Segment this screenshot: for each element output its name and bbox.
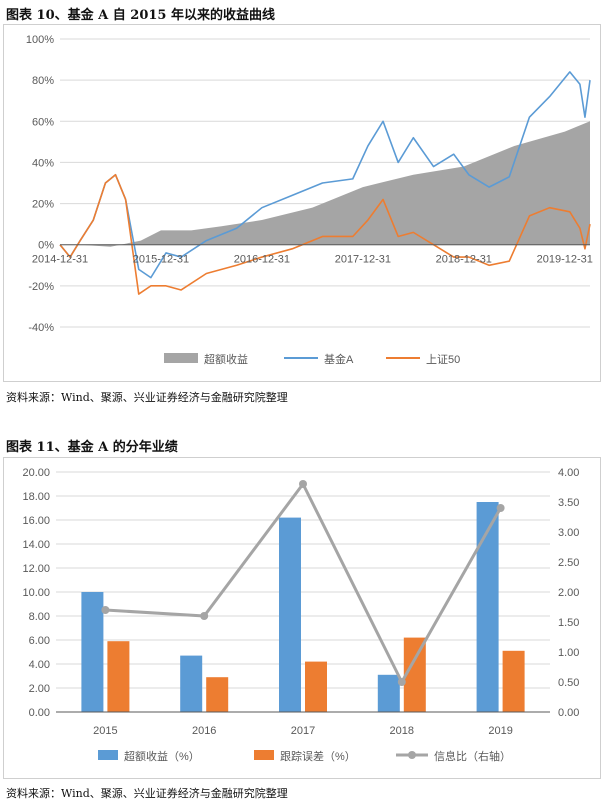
x-tick-label: 2017 — [291, 725, 315, 737]
x-tick-label: 2019-12-31 — [537, 254, 593, 266]
figure1-title: 图表 10、基金 A 自 2015 年以来的收益曲线 — [6, 8, 275, 23]
y-tick-label: 80% — [32, 75, 54, 87]
y-tick-label: 20.00 — [22, 467, 50, 479]
chart2-svg: 20.00 18.00 16.00 14.00 12.00 10.00 8.00 6.00 4.… — [22, 467, 579, 763]
legend-label-info-ratio: 信息比（右轴） — [434, 749, 511, 763]
y-tick-label: 2.00 — [29, 683, 50, 695]
y2-tick-label: 1.50 — [558, 617, 579, 629]
figure2-source: 资料来源：Wind、聚源、兴业证券经济与金融研究院整理 — [6, 787, 288, 800]
chart1-svg: 100% 80% 60% 40% 20% 0% -20% -40% 2014-12-31 2015… — [26, 34, 593, 366]
info-ratio-line — [105, 482, 502, 684]
x-tick-label: 2014-12-31 — [32, 254, 88, 266]
excess-return-bar — [180, 655, 203, 712]
excess-return-area — [60, 121, 590, 247]
y-tick-label: 12.00 — [22, 563, 50, 575]
legend-swatch-excess — [164, 353, 198, 363]
excess-return-bar — [476, 502, 499, 712]
info-ratio-point — [101, 606, 110, 614]
y2-tick-label: 3.50 — [558, 497, 579, 509]
figure2-title: 图表 11、基金 A 的分年业绩 — [6, 440, 178, 455]
chart2-frame: 20.00 18.00 16.00 14.00 12.00 10.00 8.00 6.00 4.… — [3, 457, 601, 779]
x-tick-label: 2018-12-31 — [436, 254, 492, 266]
legend-label-tracking: 跟踪误差（%） — [280, 749, 356, 763]
legend-swatch-excess — [98, 750, 118, 760]
y-tick-label: -40% — [28, 322, 54, 334]
y-tick-label: 0.00 — [29, 707, 50, 719]
legend-label-sse50: 上证50 — [426, 353, 460, 366]
excess-return-bar — [81, 592, 104, 712]
tracking-error-bar — [502, 650, 525, 712]
x-tick-label: 2016 — [192, 725, 216, 737]
y-tick-label: 0% — [38, 240, 54, 252]
info-ratio-point — [496, 504, 505, 512]
y-tick-label: 20% — [32, 199, 54, 211]
y2-tick-label: 1.00 — [558, 647, 579, 659]
tracking-error-bar — [107, 641, 130, 712]
y2-tick-label: 2.50 — [558, 557, 579, 569]
excess-return-bar — [377, 674, 400, 712]
chart1-frame: 100% 80% 60% 40% 20% 0% -20% -40% 2014-12-31 2015… — [3, 24, 601, 382]
y2-tick-label: 3.00 — [558, 527, 579, 539]
y-tick-label: 100% — [26, 34, 54, 46]
x-tick-label: 2015-12-31 — [133, 254, 189, 266]
info-ratio-point — [397, 678, 406, 686]
y-tick-label: 14.00 — [22, 539, 50, 551]
y2-tick-label: 0.50 — [558, 677, 579, 689]
y2-tick-label: 4.00 — [558, 467, 579, 479]
y-tick-label: 60% — [32, 116, 54, 128]
legend-marker-info-ratio — [408, 751, 416, 759]
x-tick-label: 2017-12-31 — [335, 254, 391, 266]
fund-a-line — [59, 71, 591, 279]
tracking-error-bar — [403, 637, 426, 712]
tracking-error-bar — [305, 661, 327, 712]
y-tick-label: 8.00 — [29, 611, 50, 623]
legend-label-excess: 超额收益 — [204, 352, 248, 366]
info-ratio-point — [299, 480, 307, 488]
excess-return-bar — [279, 517, 301, 712]
y-tick-label: 4.00 — [29, 659, 50, 671]
figure1-source: 资料来源：Wind、聚源、兴业证券经济与金融研究院整理 — [6, 391, 288, 404]
y-tick-label: 10.00 — [22, 587, 50, 599]
y-tick-label: 6.00 — [29, 635, 50, 647]
sse50-line — [59, 173, 591, 295]
y-tick-label: 16.00 — [22, 515, 50, 527]
tracking-error-bar — [206, 677, 229, 712]
y-tick-label: 40% — [32, 157, 54, 169]
x-tick-label: 2016-12-31 — [234, 254, 290, 266]
x-tick-label: 2015 — [93, 725, 117, 737]
legend-label-fund-a: 基金A — [324, 352, 354, 366]
y2-tick-label: 0.00 — [558, 707, 579, 719]
info-ratio-point — [200, 612, 209, 620]
legend-swatch-tracking — [254, 750, 274, 760]
x-tick-label: 2018 — [390, 725, 414, 737]
y2-tick-label: 2.00 — [558, 587, 579, 599]
legend-label-excess: 超额收益（%） — [124, 749, 200, 763]
x-tick-label: 2019 — [488, 725, 512, 737]
y-tick-label: -20% — [28, 281, 54, 293]
y-tick-label: 18.00 — [22, 491, 50, 503]
